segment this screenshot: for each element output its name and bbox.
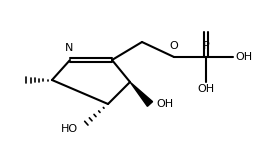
Text: O: O xyxy=(170,41,178,51)
Text: OH: OH xyxy=(156,99,173,109)
Text: OH: OH xyxy=(197,84,215,94)
Text: HO: HO xyxy=(61,124,78,134)
Polygon shape xyxy=(130,82,153,106)
Text: P: P xyxy=(203,41,209,51)
Text: OH: OH xyxy=(235,52,252,62)
Text: N: N xyxy=(65,43,73,53)
